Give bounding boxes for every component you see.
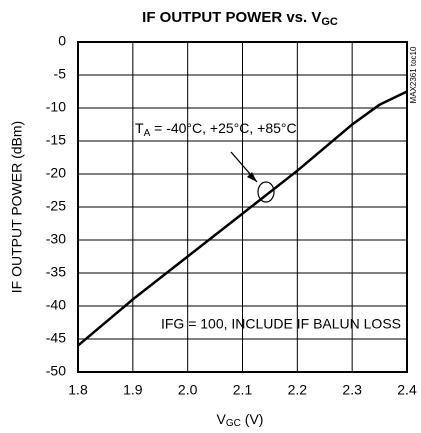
y-tick-label: -50 — [46, 363, 66, 379]
annotation: IFG = 100, INCLUDE IF BALUN LOSS — [161, 316, 401, 332]
y-tick-label: -25 — [46, 198, 66, 214]
x-label-rest: (V) — [241, 411, 264, 427]
chart-title: IF OUTPUT POWER vs. VGC — [142, 9, 338, 28]
y-tick-label: 0 — [58, 33, 66, 49]
x-tick-label: 2.3 — [342, 382, 362, 398]
y-tick-label: -30 — [46, 231, 66, 247]
y-tick-label: -40 — [46, 297, 66, 313]
x-tick-label: 2.0 — [178, 382, 198, 398]
y-tick-label: -15 — [46, 132, 66, 148]
title-sub: GC — [321, 16, 338, 28]
y-tick-label: -10 — [46, 99, 66, 115]
y-tick-label: -35 — [46, 264, 66, 280]
x-tick-label: 1.9 — [123, 382, 143, 398]
y-axis-label: IF OUTPUT POWER (dBm) — [9, 121, 25, 293]
x-tick-label: 2.1 — [233, 382, 253, 398]
annotation-sub: A — [144, 128, 151, 139]
x-label-sub: GC — [226, 418, 241, 429]
x-tick-label: 2.4 — [397, 382, 417, 398]
plot-frame — [77, 41, 408, 373]
x-tick-label: 2.2 — [288, 382, 308, 398]
y-tick-label: -20 — [46, 165, 66, 181]
annotation-text: T — [135, 120, 144, 136]
y-tick-label: -45 — [46, 330, 66, 346]
side-note: MAX2361 toc10 — [409, 46, 418, 103]
x-tick-label: 1.8 — [68, 382, 88, 398]
x-axis-label: VGC (V) — [217, 411, 264, 429]
data-line — [77, 90, 408, 347]
y-tick-label: -5 — [54, 66, 67, 82]
annotation-rest: = -40°C, +25°C, +85°C — [150, 120, 296, 136]
highlight-ellipse — [257, 181, 275, 203]
title-text: IF OUTPUT POWER vs. V — [142, 9, 321, 26]
x-label-text: V — [217, 411, 227, 427]
annotation: TA = -40°C, +25°C, +85°C — [135, 120, 297, 139]
